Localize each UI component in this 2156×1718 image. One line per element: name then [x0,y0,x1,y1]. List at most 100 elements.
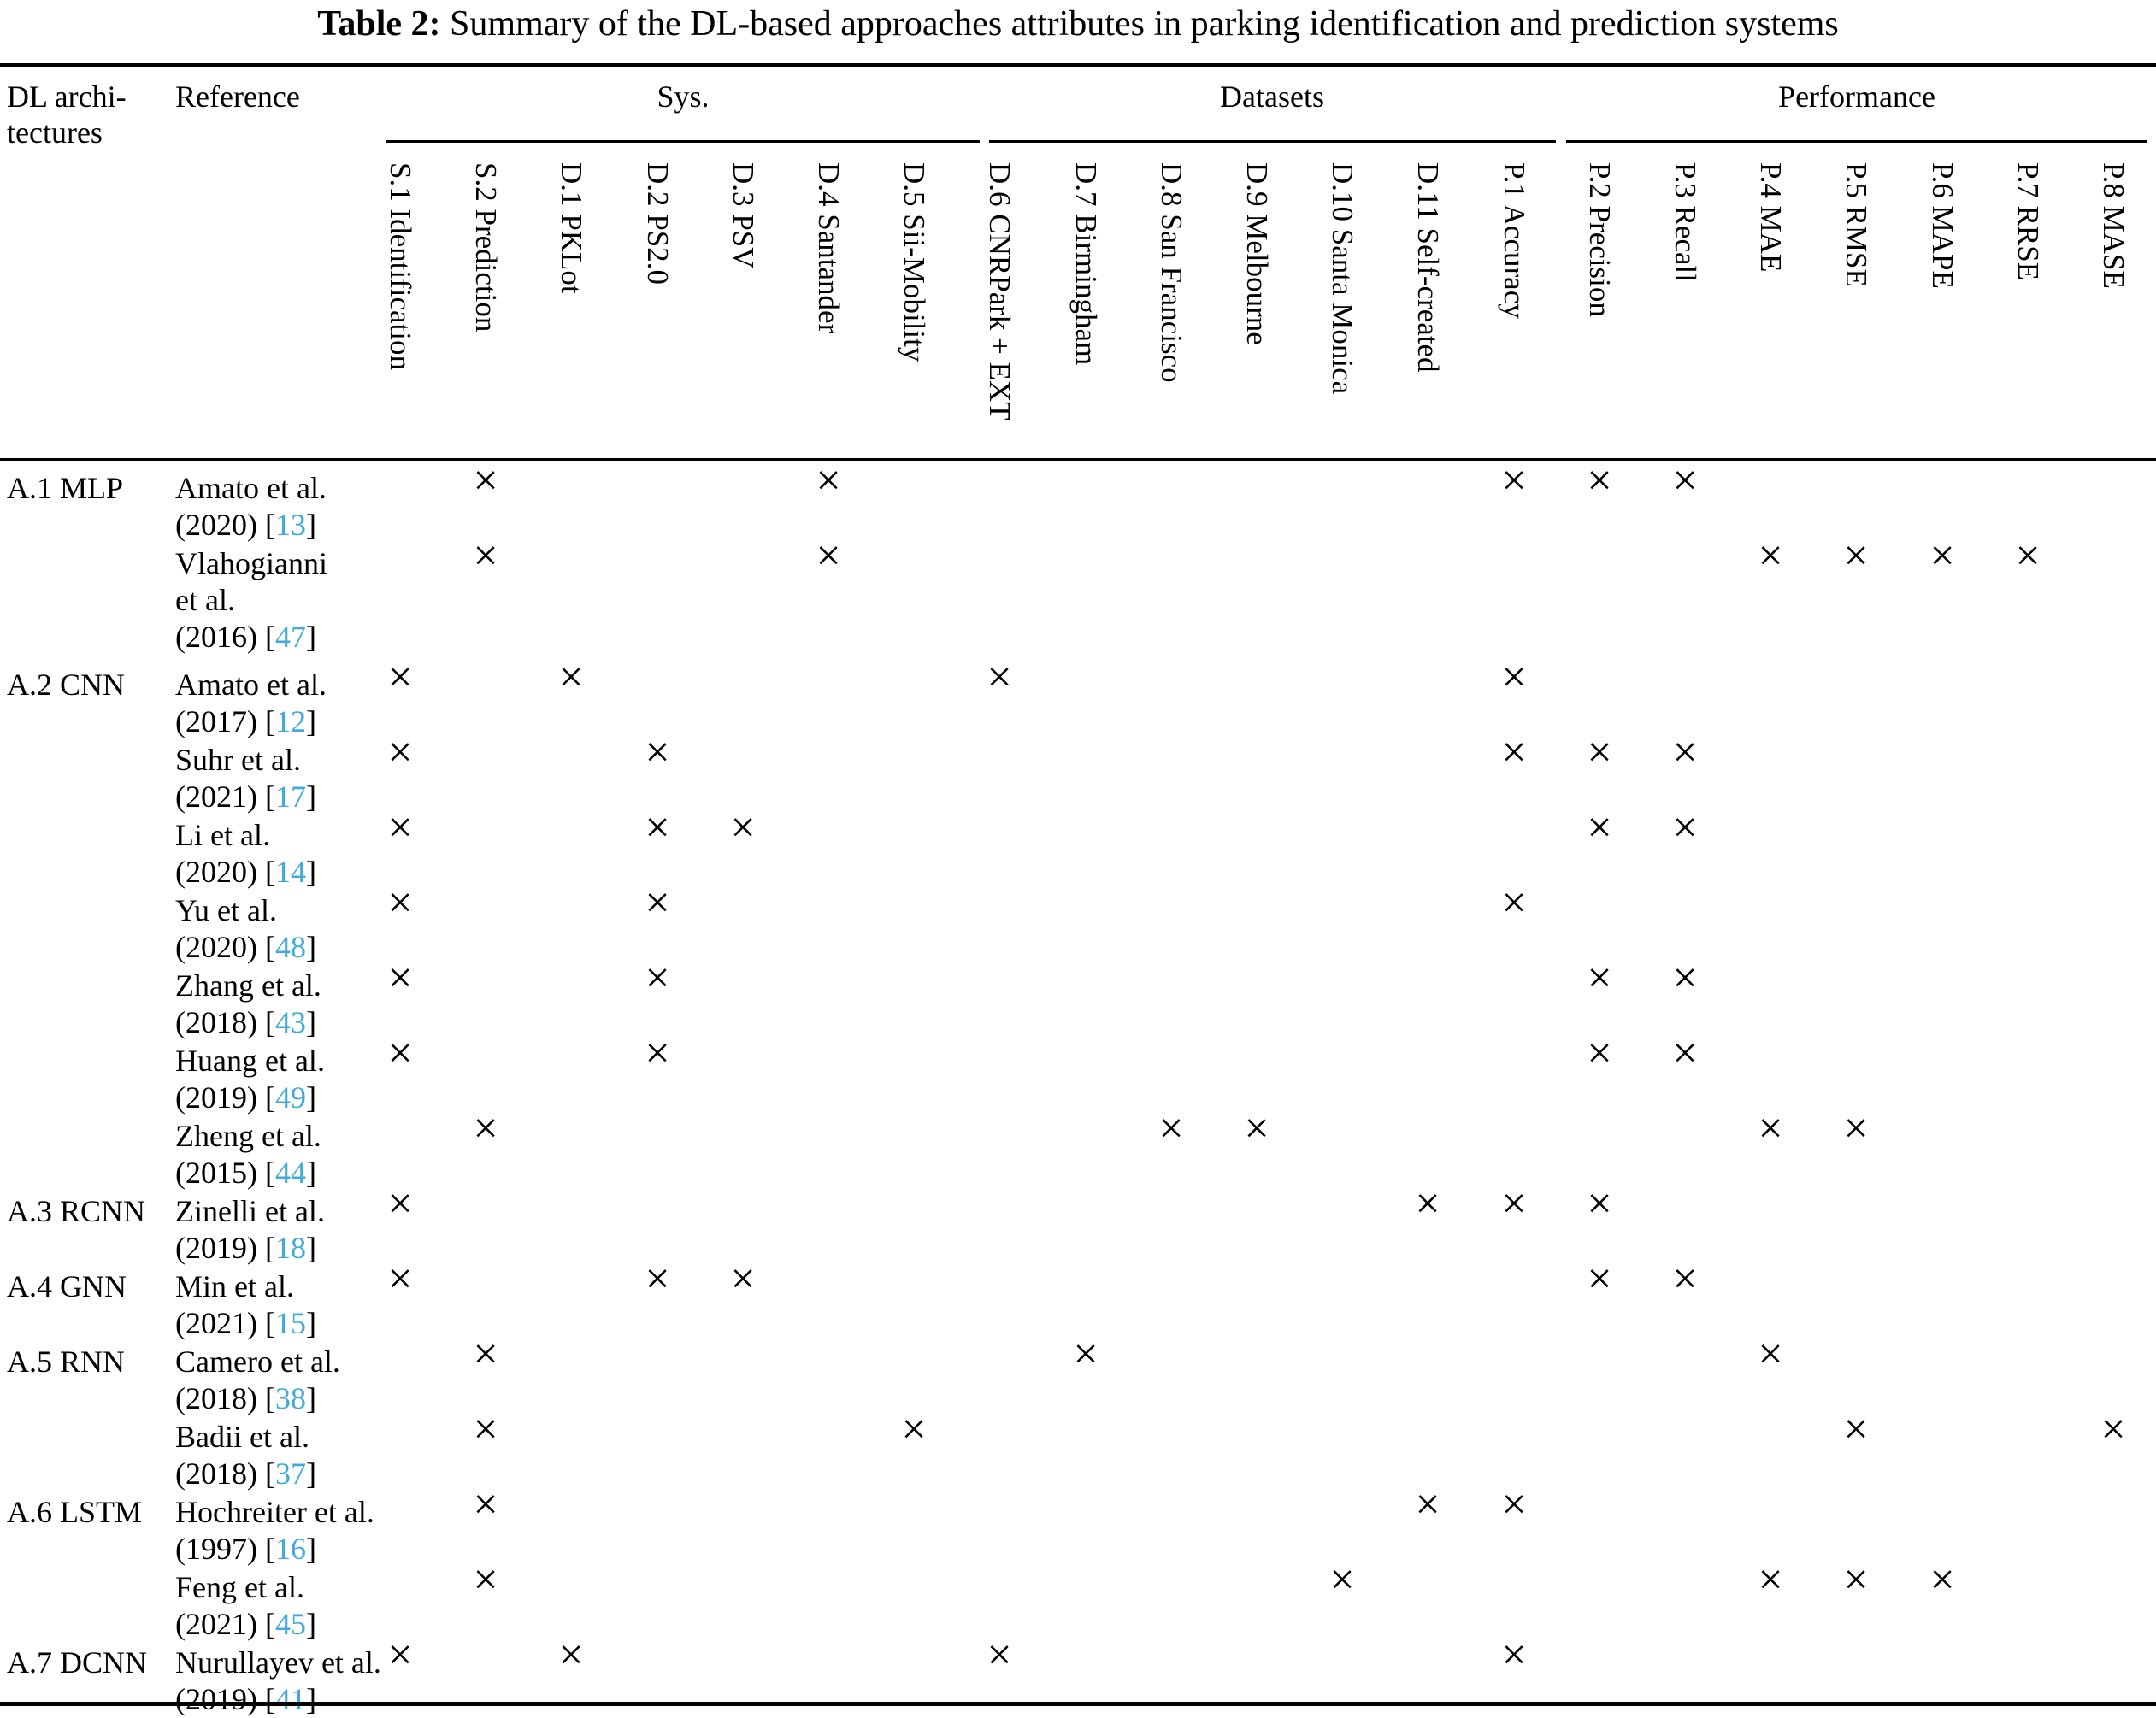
reference-name-line: Zinelli et al. [175,1194,325,1228]
mark-x-P.4: × [1758,1330,1783,1379]
mark-x-P.2: × [1587,456,1612,505]
citation-bracket-open: [ [256,508,275,542]
mark-x-D.3: × [730,803,756,852]
citation-number[interactable]: 18 [274,1231,306,1265]
citation-number[interactable]: 13 [274,508,306,542]
reference-name-line: Hochreiter et al. [175,1495,374,1529]
mark-x-D.1: × [558,653,584,702]
reference-year: (2021) [175,1607,257,1641]
reference-year-line: (2021) [45] [175,1606,316,1643]
citation-number[interactable]: 38 [274,1381,306,1415]
reference-year: (2021) [175,780,257,814]
citation-number[interactable]: 14 [274,855,306,889]
header-bottom-rule [0,458,2156,461]
reference-name-line: Zheng et al. [175,1119,321,1153]
reference-year: (1997) [175,1532,257,1566]
citation-bracket-open: [ [256,1381,275,1415]
reference-year-line: (2019) [49] [175,1080,316,1116]
mark-x-S.2: × [473,1556,498,1604]
mark-x-D.2: × [645,1255,670,1303]
reference-column-header: Reference [175,79,300,114]
reference-name-line: Yu et al. [175,893,277,927]
mark-x-D.2: × [645,879,670,927]
reference-name-line: Vlahogianni [175,546,327,580]
citation-bracket-open: [ [256,1607,275,1641]
mark-x-P.8: × [2100,1405,2126,1454]
mark-x-P.3: × [1672,456,1698,505]
column-header-D.4: D.4 Santander [812,162,846,334]
mark-x-S.1: × [387,653,413,702]
reference-name-line: Badii et al. [175,1420,309,1454]
mark-x-D.2: × [645,1029,670,1078]
citation-number[interactable]: 15 [274,1306,306,1340]
reference-year-line: (2018) [38] [175,1380,316,1417]
mark-x-S.2: × [473,1480,498,1529]
mark-x-P.2: × [1587,728,1612,777]
mark-x-D.1: × [558,1631,584,1680]
citation-bracket-close: ] [305,930,316,964]
mark-x-D.6: × [987,1631,1012,1680]
citation-number[interactable]: 48 [274,930,306,964]
mark-x-P.6: × [1929,1556,1955,1604]
citation-number[interactable]: 16 [274,1532,306,1566]
citation-bracket-open: [ [256,704,275,738]
mark-x-P.1: × [1501,1480,1527,1529]
mark-x-P.5: × [1843,1104,1869,1153]
reference-year-line: (2020) [48] [175,929,316,966]
column-header-P.3: P.3 Recall [1669,162,1703,282]
citation-number[interactable]: 45 [274,1607,306,1641]
mark-x-P.4: × [1758,1104,1783,1153]
column-header-D.11: D.11 Self-created [1411,162,1446,373]
mark-x-S.2: × [473,1104,498,1153]
citation-number[interactable]: 41 [274,1682,306,1716]
mark-x-S.1: × [387,1180,413,1228]
citation-number[interactable]: 17 [274,780,306,814]
citation-bracket-close: ] [305,508,316,542]
citation-bracket-close: ] [305,780,316,814]
reference-name-line: et al. [175,583,235,617]
table-title-caption: Summary of the DL-based approaches attri… [450,4,1839,44]
table-title: Table 2: Summary of the DL-based approac… [0,3,2156,44]
mark-x-S.1: × [387,728,413,777]
mark-x-P.5: × [1843,532,1869,580]
group-rule-performance [1566,140,2147,143]
table-title-label: Table 2: [317,4,441,44]
reference-year-line: (2017) [12] [175,703,316,740]
citation-number[interactable]: 43 [274,1005,306,1039]
mark-x-P.1: × [1501,879,1527,927]
mark-x-P.2: × [1587,1180,1612,1228]
reference-year: (2018) [175,1005,257,1039]
reference-name-line: Li et al. [175,818,270,852]
reference-name-line: Min et al. [175,1269,294,1303]
citation-bracket-open: [ [256,1156,275,1190]
arch-column-header: DL archi- tectures [7,79,127,150]
table-bottom-rule [0,1702,2156,1706]
reference-year-line: (2018) [37] [175,1456,316,1492]
citation-number[interactable]: 49 [274,1080,306,1115]
arch-cell: A.7 DCNN [7,1645,148,1680]
reference-year-line: (2015) [44] [175,1155,316,1191]
mark-x-P.2: × [1587,1029,1612,1078]
citation-number[interactable]: 47 [274,620,306,654]
citation-bracket-close: ] [305,1156,316,1190]
mark-x-D.2: × [645,954,670,1003]
arch-cell: A.3 RCNN [7,1194,146,1228]
reference-name-line: Camero et al. [175,1344,340,1379]
reference-name-line: Zhang et al. [175,968,321,1003]
mark-x-P.2: × [1587,1255,1612,1303]
mark-x-D.11: × [1415,1180,1440,1228]
citation-bracket-open: [ [256,1682,275,1716]
mark-x-D.9: × [1244,1104,1269,1153]
reference-name-line: Suhr et al. [175,743,301,777]
group-rule-datasets [989,140,1556,143]
column-header-S.1: S.1 Identification [384,162,418,371]
reference-year: (2020) [175,930,257,964]
citation-bracket-open: [ [256,780,275,814]
citation-number[interactable]: 12 [274,704,306,738]
column-header-D.10: D.10 Santa Monica [1326,162,1360,395]
citation-number[interactable]: 44 [274,1156,306,1190]
arch-cell: A.4 GNN [7,1269,127,1303]
citation-number[interactable]: 37 [274,1456,306,1491]
mark-x-D.4: × [816,532,841,580]
column-header-D.3: D.3 PSV [727,162,761,269]
